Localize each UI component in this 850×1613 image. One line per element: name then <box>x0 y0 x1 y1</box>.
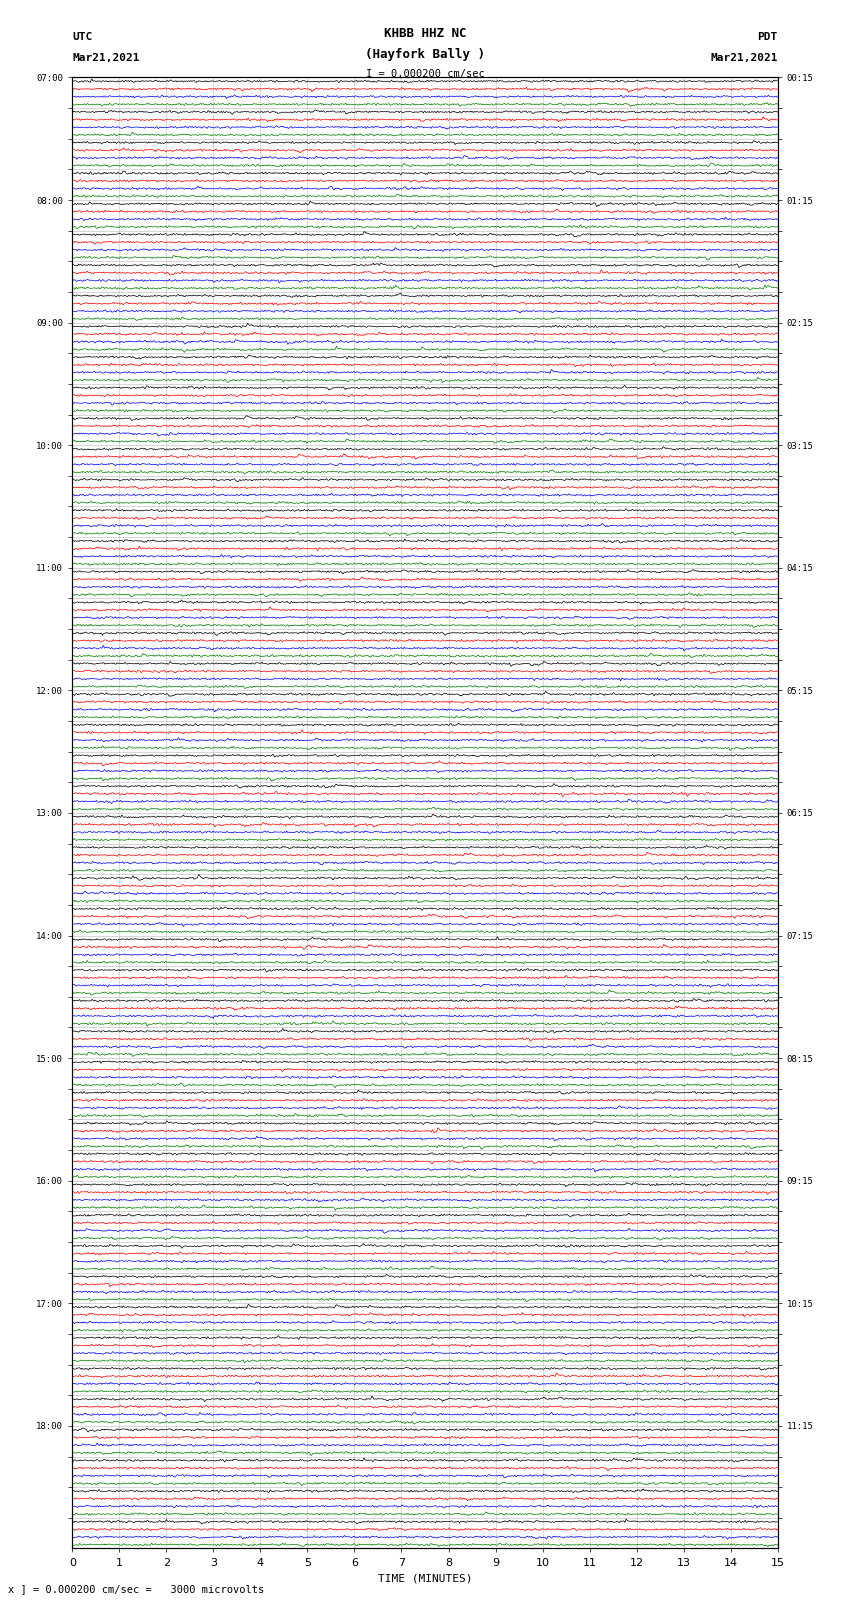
Text: (Hayfork Bally ): (Hayfork Bally ) <box>365 48 485 61</box>
Text: UTC: UTC <box>72 32 93 42</box>
X-axis label: TIME (MINUTES): TIME (MINUTES) <box>377 1573 473 1582</box>
Text: PDT: PDT <box>757 32 778 42</box>
Text: KHBB HHZ NC: KHBB HHZ NC <box>383 27 467 40</box>
Text: Mar21,2021: Mar21,2021 <box>72 53 139 63</box>
Text: x ] = 0.000200 cm/sec =   3000 microvolts: x ] = 0.000200 cm/sec = 3000 microvolts <box>8 1584 264 1594</box>
Text: Mar21,2021: Mar21,2021 <box>711 53 778 63</box>
Text: I = 0.000200 cm/sec: I = 0.000200 cm/sec <box>366 69 484 79</box>
